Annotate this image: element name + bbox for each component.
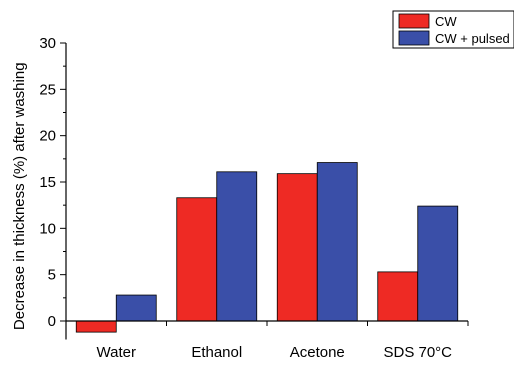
bar-cw-pulsed-water [115,294,157,322]
legend-swatch [398,30,430,46]
y-tick-label: 5 [48,267,56,284]
bar-cw-pulsed-ethanol [216,171,258,322]
y-tick-label: 15 [39,174,56,191]
bar-cw-acetone [276,173,318,322]
legend: CW CW + pulsed [392,10,514,49]
y-tick-label: 10 [39,220,56,237]
legend-label: CW [435,14,457,29]
x-category-label: Water [97,344,136,361]
bar-cw-ethanol [176,197,218,322]
y-tick-label: 20 [39,128,56,145]
axes-group: 0 5 10 15 20 25 30 [39,35,469,340]
legend-swatch [398,13,430,29]
bars-group [75,162,459,333]
legend-label: CW + pulsed [435,31,510,46]
y-tick-label: 30 [39,35,56,52]
bar-cw-sds-70-c [377,271,419,322]
x-category-label: SDS 70°C [383,344,452,361]
x-category-label: Ethanol [191,344,242,361]
bar-cw-water [75,320,117,333]
y-axis-title: Decrease in thickness (%) after washing [11,62,28,330]
x-category-label: Acetone [290,344,345,361]
bar-cw-pulsed-sds-70-c [417,205,459,322]
category-labels: Water Ethanol Acetone SDS 70°C [97,344,453,361]
y-tick-label: 25 [39,81,56,98]
bar-cw-pulsed-acetone [316,162,358,322]
y-tick-label: 0 [48,313,56,330]
